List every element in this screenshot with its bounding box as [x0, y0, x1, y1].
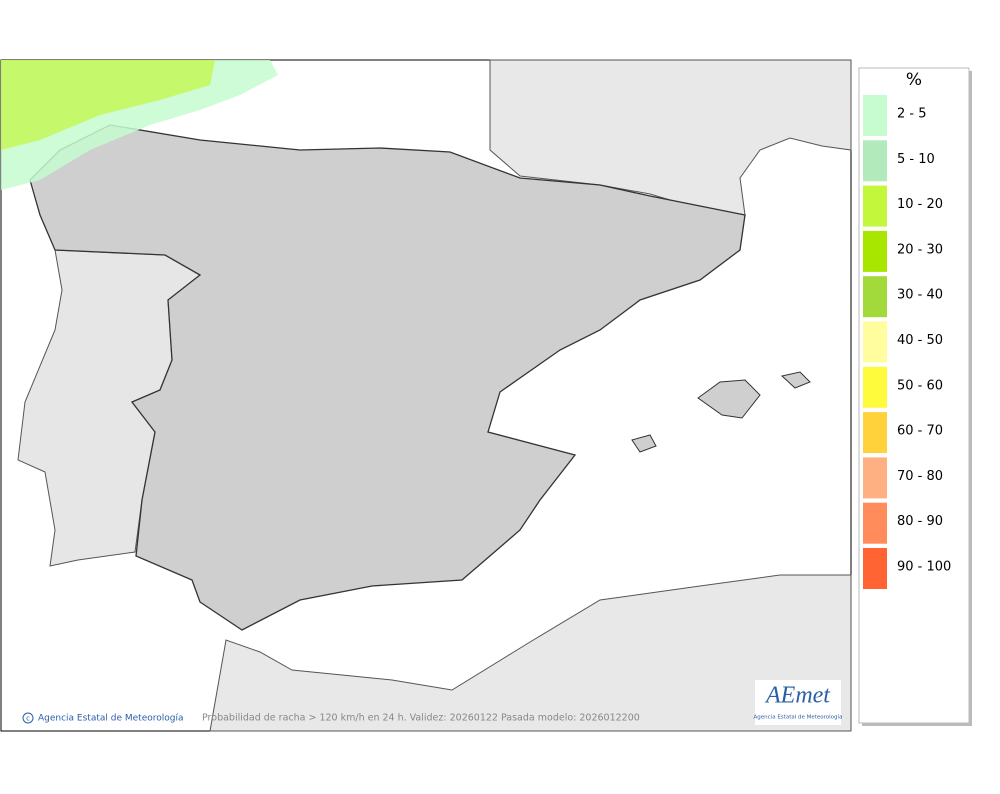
- legend-swatch: [863, 276, 887, 318]
- logo-subtitle: Agencia Estatal de Meteorología: [754, 714, 843, 721]
- legend-swatch: [863, 502, 887, 544]
- legend-swatch: [863, 457, 887, 499]
- legend-label: 90 - 100: [897, 560, 951, 575]
- logo: AEmet: [764, 683, 831, 709]
- legend-swatch: [863, 95, 887, 136]
- legend-label: 30 - 40: [897, 288, 943, 303]
- legend-label: 50 - 60: [897, 378, 943, 393]
- legend-label: 80 - 90: [897, 514, 943, 529]
- legend-title: %: [906, 70, 922, 90]
- credit: Agencia Estatal de Meteorología: [38, 714, 184, 724]
- legend-label: 5 - 10: [897, 152, 935, 167]
- legend-swatch: [863, 548, 887, 589]
- copyright-icon: [22, 712, 34, 724]
- france: [489, 59, 852, 216]
- mallorca: [697, 379, 761, 419]
- copyright-icon: c: [26, 715, 30, 723]
- ibiza: [631, 434, 657, 453]
- legend: % 2 - 5 5 - 10 10 - 20 20 - 30 30 - 40 40 - 5…: [858, 67, 972, 726]
- legend-swatch: [863, 321, 887, 363]
- spain: [29, 124, 746, 631]
- logo-box: [755, 680, 841, 725]
- probability-area: [1, 60, 215, 150]
- legend-label: 70 - 80: [897, 469, 943, 484]
- legend-label: 2 - 5: [897, 107, 927, 122]
- legend-swatch: [863, 412, 887, 454]
- legend-swatch: [863, 185, 887, 227]
- caption: Probabilidad de racha > 120 km/h en 24 h…: [202, 713, 640, 724]
- legend-label: 40 - 50: [897, 333, 943, 348]
- map: c Agencia Estatal de Meteorología Probab…: [0, 59, 852, 732]
- legend-label: 10 - 20: [897, 197, 943, 212]
- africa: [209, 574, 852, 732]
- legend-swatch: [863, 230, 887, 272]
- legend-label: 20 - 30: [897, 242, 943, 257]
- legend-swatch: [863, 366, 887, 408]
- menorca: [780, 371, 811, 389]
- legend-label: 60 - 70: [897, 424, 943, 439]
- legend-swatch: [863, 140, 887, 182]
